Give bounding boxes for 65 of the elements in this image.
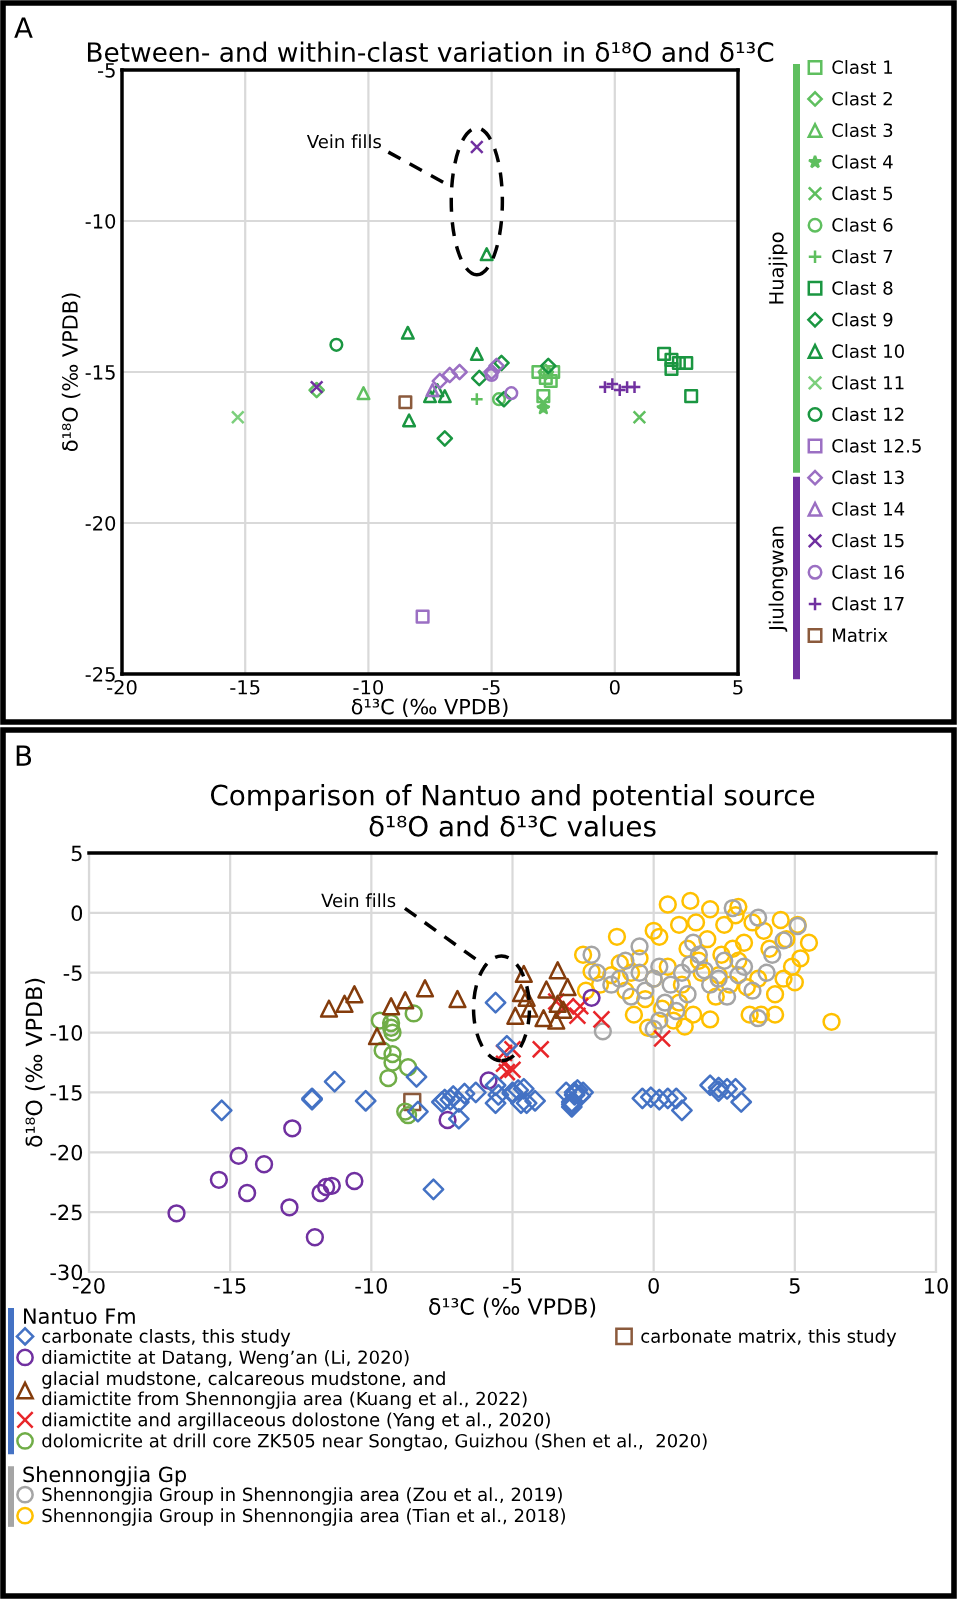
text: Nantuo Fm bbox=[24, 1308, 135, 1325]
legend-label: Clast 3 bbox=[832, 123, 893, 138]
legend-label: carbonate matrix, this study bbox=[641, 1329, 897, 1347]
legend-label: Shennongjia Group in Shennongjia area (Tian et al., 2018) bbox=[42, 1508, 565, 1526]
legend-label: Clast 14 bbox=[832, 501, 905, 516]
legend-label: diamictite and argillaceous dolostone (Yang et al., 2020) bbox=[42, 1412, 550, 1430]
x-tick-label: -15 bbox=[230, 680, 260, 695]
legend-label: Clast 10 bbox=[832, 344, 904, 358]
x-tick-label: -5 bbox=[503, 1278, 522, 1294]
legend-label: Clast 12 bbox=[832, 407, 904, 422]
x-tick-label: 0 bbox=[609, 679, 620, 695]
text: A bbox=[14, 17, 33, 38]
chart-title: Between- and within-clast variation in δ¹⁸O and δ¹³C bbox=[87, 41, 774, 63]
annotation: Vein fills bbox=[306, 134, 381, 149]
legend-label: Clast 1 bbox=[832, 60, 893, 74]
y-tick-label: -20 bbox=[50, 1144, 83, 1161]
x-axis-title: δ¹³C (‰ VPDB) bbox=[429, 1297, 596, 1318]
y-axis-title: δ¹⁸O (‰ VPDB) bbox=[25, 978, 45, 1147]
legend-label: Clast 11 bbox=[832, 375, 904, 390]
text: Jiulongwan bbox=[768, 526, 788, 632]
legend-label: Clast 17 bbox=[832, 596, 904, 611]
legend-label: Clast 4 bbox=[832, 154, 893, 169]
x-tick-label: 0 bbox=[648, 1277, 659, 1294]
y-tick-label: -5 bbox=[63, 965, 82, 981]
x-tick-label: -10 bbox=[353, 679, 383, 695]
legend-label: carbonate clasts, this study bbox=[42, 1329, 291, 1347]
y-tick-label: -25 bbox=[85, 666, 115, 682]
y-tick-label: -5 bbox=[98, 63, 115, 78]
x-tick-label: -5 bbox=[482, 680, 500, 695]
x-tick-label: 10 bbox=[925, 1277, 948, 1294]
y-axis-title: δ¹⁸O (‰ VPDB) bbox=[61, 293, 81, 452]
legend-label: Shennongjia Group in Shennongjia area (Zou et al., 2019) bbox=[42, 1487, 562, 1505]
text: B bbox=[16, 745, 32, 766]
x-tick-label: 5 bbox=[733, 680, 743, 695]
y-tick-label: -25 bbox=[50, 1204, 82, 1221]
legend-label: Clast 2 bbox=[832, 91, 892, 106]
legend-label: Clast 13 bbox=[832, 470, 904, 485]
y-tick-label: -15 bbox=[50, 1085, 82, 1101]
y-tick-label: -10 bbox=[50, 1025, 83, 1041]
x-tick-label: -20 bbox=[107, 679, 137, 695]
legend-label: Clast 6 bbox=[832, 217, 893, 232]
chart-title: Comparison of Nantuo and potential source δ¹⁸O and δ¹³C values bbox=[210, 784, 815, 837]
y-tick-label: -10 bbox=[85, 213, 116, 229]
y-tick-label: 0 bbox=[71, 905, 83, 922]
x-tick-label: -10 bbox=[355, 1277, 387, 1294]
x-tick-label: -15 bbox=[214, 1278, 246, 1294]
legend-label: Matrix bbox=[833, 628, 888, 643]
legend-label: diamictite at Datang, Weng’an (Li, 2020) bbox=[42, 1350, 409, 1368]
y-tick-label: 5 bbox=[71, 845, 82, 862]
x-tick-label: 5 bbox=[789, 1278, 800, 1294]
legend-label: Clast 9 bbox=[832, 312, 893, 327]
y-tick-label: -20 bbox=[85, 515, 116, 531]
legend-label: Clast 16 bbox=[832, 564, 905, 579]
legend-label: dolomicrite at drill core ZK505 near Songtao, Guizhou (Shen et al., 2020) bbox=[42, 1433, 707, 1452]
legend-label: Clast 5 bbox=[832, 186, 893, 201]
legend-label: Clast 12.5 bbox=[832, 438, 921, 453]
legend-label: glacial mudstone, calcareous mudstone, and diamictite from Shennongjia area (Kuang et al., 2022) bbox=[42, 1371, 527, 1409]
y-tick-label: -15 bbox=[85, 365, 115, 380]
legend-label: Clast 7 bbox=[832, 249, 893, 264]
text: Huajipo bbox=[768, 232, 788, 304]
legend-label: Clast 8 bbox=[832, 280, 893, 295]
x-axis-title: δ¹³C (‰ VPDB) bbox=[351, 698, 508, 717]
annotation: Vein fills bbox=[321, 893, 396, 908]
legend-label: Clast 15 bbox=[832, 533, 904, 548]
text: Shennongjia Gp bbox=[23, 1466, 187, 1487]
